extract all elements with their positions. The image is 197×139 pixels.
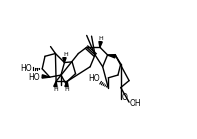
- Text: H: H: [64, 87, 69, 92]
- Polygon shape: [63, 58, 66, 63]
- Text: H: H: [98, 36, 103, 41]
- Polygon shape: [65, 81, 68, 87]
- Text: HO: HO: [20, 64, 32, 73]
- Text: H: H: [63, 52, 68, 57]
- Polygon shape: [54, 81, 57, 87]
- Text: OH: OH: [130, 99, 141, 108]
- Polygon shape: [42, 75, 50, 78]
- Text: O: O: [121, 93, 127, 102]
- Text: HO: HO: [88, 74, 100, 83]
- Polygon shape: [108, 55, 115, 58]
- Polygon shape: [99, 42, 102, 47]
- Text: H: H: [53, 87, 58, 92]
- Text: HO: HO: [28, 73, 39, 82]
